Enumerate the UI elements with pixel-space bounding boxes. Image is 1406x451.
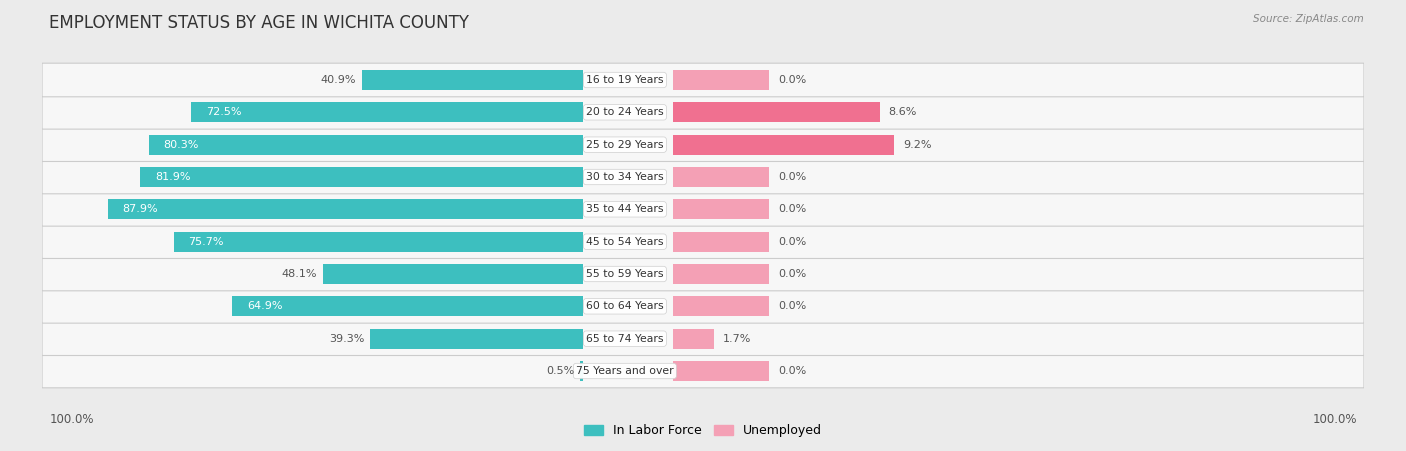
Text: 75.7%: 75.7% <box>188 237 224 247</box>
Bar <box>673 264 769 284</box>
Bar <box>673 167 769 187</box>
Bar <box>370 329 583 349</box>
Text: 55 to 59 Years: 55 to 59 Years <box>586 269 664 279</box>
Bar <box>149 135 583 155</box>
Bar <box>191 102 583 122</box>
Text: 39.3%: 39.3% <box>329 334 364 344</box>
Text: 75 Years and over: 75 Years and over <box>576 366 673 376</box>
FancyBboxPatch shape <box>42 290 1364 323</box>
Bar <box>673 232 769 252</box>
Text: 0.0%: 0.0% <box>778 366 807 376</box>
Text: 0.0%: 0.0% <box>778 204 807 214</box>
FancyBboxPatch shape <box>42 63 1364 97</box>
Text: 0.0%: 0.0% <box>778 301 807 311</box>
Text: 100.0%: 100.0% <box>49 413 94 426</box>
Text: 60 to 64 Years: 60 to 64 Years <box>586 301 664 311</box>
Text: 64.9%: 64.9% <box>247 301 283 311</box>
Legend: In Labor Force, Unemployed: In Labor Force, Unemployed <box>579 419 827 442</box>
Text: 100.0%: 100.0% <box>1312 413 1357 426</box>
Bar <box>673 329 714 349</box>
Text: 16 to 19 Years: 16 to 19 Years <box>586 75 664 85</box>
Text: 45 to 54 Years: 45 to 54 Years <box>586 237 664 247</box>
Bar <box>108 199 583 219</box>
Text: 0.0%: 0.0% <box>778 172 807 182</box>
Text: 0.5%: 0.5% <box>546 366 574 376</box>
Text: 87.9%: 87.9% <box>122 204 159 214</box>
Text: EMPLOYMENT STATUS BY AGE IN WICHITA COUNTY: EMPLOYMENT STATUS BY AGE IN WICHITA COUN… <box>49 14 470 32</box>
Text: 72.5%: 72.5% <box>205 107 242 117</box>
Bar <box>673 70 769 90</box>
FancyBboxPatch shape <box>42 160 1364 194</box>
FancyBboxPatch shape <box>42 225 1364 258</box>
Bar <box>173 232 583 252</box>
Bar <box>141 167 583 187</box>
Text: 20 to 24 Years: 20 to 24 Years <box>586 107 664 117</box>
Text: 0.0%: 0.0% <box>778 237 807 247</box>
Text: 65 to 74 Years: 65 to 74 Years <box>586 334 664 344</box>
Text: 25 to 29 Years: 25 to 29 Years <box>586 140 664 150</box>
Text: 81.9%: 81.9% <box>155 172 191 182</box>
FancyBboxPatch shape <box>42 322 1364 355</box>
Bar <box>673 361 769 381</box>
FancyBboxPatch shape <box>42 257 1364 291</box>
FancyBboxPatch shape <box>42 193 1364 226</box>
Text: 48.1%: 48.1% <box>281 269 316 279</box>
Text: 0.0%: 0.0% <box>778 75 807 85</box>
Bar <box>232 296 583 316</box>
Bar <box>323 264 583 284</box>
FancyBboxPatch shape <box>42 354 1364 388</box>
Bar <box>673 296 769 316</box>
Text: 1.7%: 1.7% <box>723 334 751 344</box>
Text: 8.6%: 8.6% <box>889 107 917 117</box>
Bar <box>361 70 583 90</box>
Text: 80.3%: 80.3% <box>163 140 200 150</box>
Text: 40.9%: 40.9% <box>321 75 356 85</box>
Text: 9.2%: 9.2% <box>903 140 932 150</box>
Text: Source: ZipAtlas.com: Source: ZipAtlas.com <box>1253 14 1364 23</box>
Bar <box>673 135 894 155</box>
Text: 0.0%: 0.0% <box>778 269 807 279</box>
Text: 30 to 34 Years: 30 to 34 Years <box>586 172 664 182</box>
FancyBboxPatch shape <box>42 128 1364 161</box>
Bar <box>673 102 880 122</box>
Text: 35 to 44 Years: 35 to 44 Years <box>586 204 664 214</box>
Bar <box>673 199 769 219</box>
Bar <box>581 361 583 381</box>
FancyBboxPatch shape <box>42 96 1364 129</box>
